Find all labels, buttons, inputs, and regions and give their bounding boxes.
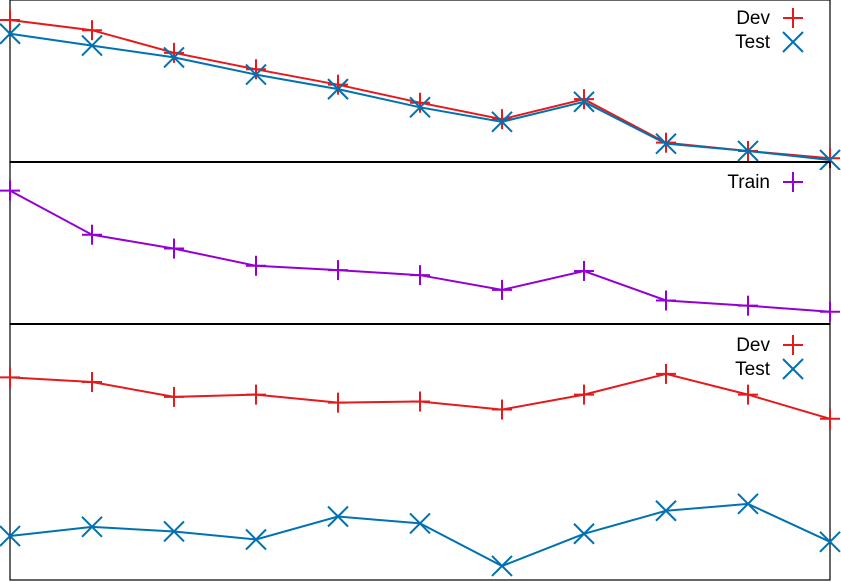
- data-point: [245, 528, 267, 551]
- series-test: [0, 493, 841, 577]
- series-test: [0, 23, 841, 170]
- data-point: [328, 260, 348, 281]
- legend-label: Test: [735, 32, 771, 53]
- panel-frame: [9, 161, 831, 325]
- data-point: [655, 133, 677, 155]
- data-point: [81, 34, 103, 57]
- panel-frame: [9, 0, 831, 163]
- data-point: [246, 255, 266, 276]
- data-point: [82, 371, 102, 392]
- data-point: [737, 140, 759, 162]
- data-point: [0, 23, 21, 45]
- data-point: [738, 384, 758, 405]
- data-point: [82, 20, 102, 41]
- data-point: [820, 408, 840, 429]
- data-point: [574, 384, 594, 405]
- legend-entry: Test: [735, 358, 804, 380]
- data-point: [819, 531, 841, 553]
- legend-marker: [782, 358, 804, 380]
- data-point: [164, 238, 184, 259]
- data-point: [164, 386, 184, 407]
- middle-panel: Train: [0, 161, 840, 325]
- data-point: [492, 279, 512, 300]
- data-point: [819, 149, 841, 170]
- legend-entry: Test: [735, 31, 804, 53]
- data-point: [410, 391, 430, 412]
- data-point: [492, 399, 512, 420]
- data-point: [81, 516, 103, 538]
- panel-frame: [9, 323, 831, 581]
- data-point: [0, 180, 20, 201]
- legend-label: Dev: [736, 8, 770, 29]
- bottom-panel: Dev Test: [0, 323, 841, 581]
- legend-marker: [783, 335, 803, 355]
- data-point: [245, 63, 267, 86]
- data-point: [491, 111, 513, 133]
- legend-entry: Train: [727, 172, 803, 193]
- data-point: [409, 96, 431, 119]
- data-point: [574, 89, 594, 110]
- data-point: [410, 92, 430, 113]
- data-point: [328, 392, 348, 413]
- data-point: [656, 363, 676, 384]
- data-point: [655, 500, 677, 522]
- legend-label: Train: [727, 172, 770, 193]
- data-point: [164, 42, 184, 63]
- data-point: [410, 265, 430, 286]
- legend-marker: [783, 8, 803, 28]
- data-point: [163, 520, 185, 543]
- top-panel: Dev Test: [0, 0, 841, 170]
- data-point: [327, 78, 349, 100]
- data-point: [656, 290, 676, 311]
- series-dev: [0, 9, 840, 169]
- data-point: [0, 9, 20, 30]
- data-point: [246, 384, 266, 405]
- data-point: [163, 46, 185, 69]
- legend-marker: [783, 172, 803, 192]
- data-point: [409, 512, 431, 535]
- data-point: [328, 74, 348, 95]
- series-dev: [0, 363, 840, 429]
- data-point: [573, 91, 595, 113]
- legend-entry: Dev: [736, 335, 803, 356]
- series-train: [0, 180, 840, 322]
- data-point: [820, 301, 840, 322]
- legend-marker: [782, 31, 804, 53]
- data-point: [573, 523, 595, 545]
- data-point: [82, 224, 102, 245]
- data-point: [327, 505, 349, 528]
- data-point: [0, 367, 20, 388]
- data-point: [738, 295, 758, 316]
- series-line: [9, 189, 831, 313]
- legend-label: Test: [735, 359, 771, 380]
- series-line: [9, 19, 831, 160]
- series-line: [9, 502, 831, 568]
- data-point: [491, 555, 513, 577]
- data-point: [0, 525, 21, 547]
- data-point: [574, 260, 594, 281]
- legend-entry: Dev: [736, 8, 803, 29]
- legend-label: Dev: [736, 335, 770, 356]
- data-point: [737, 493, 759, 515]
